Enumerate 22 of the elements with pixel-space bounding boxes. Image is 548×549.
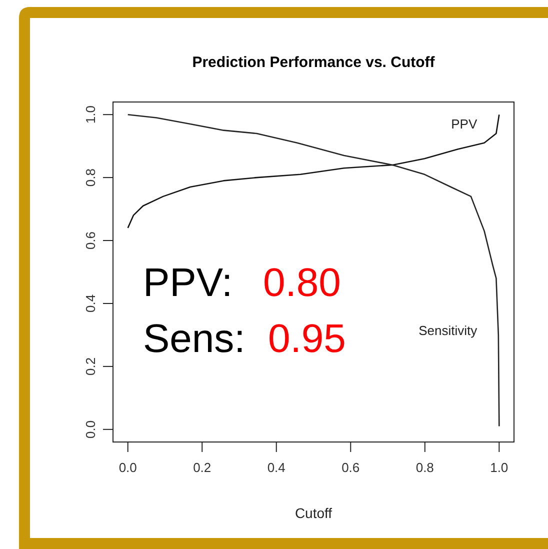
line-series (127, 114, 500, 427)
annotation: 0.80 (263, 261, 341, 305)
x-tick-label: 1.0 (490, 460, 508, 475)
x-axis-title: Cutoff (294, 505, 332, 521)
annotation: 0.95 (268, 317, 346, 361)
x-tick-label: 0.2 (193, 460, 212, 475)
y-tick-label: 0.2 (83, 357, 98, 376)
x-tick-label: 0.4 (267, 460, 286, 475)
x-tick-label: 0.0 (118, 460, 137, 475)
y-tick-label: 0.0 (83, 420, 98, 438)
chart-title: Prediction Performance vs. Cutoff (192, 54, 436, 71)
series-label: Sensitivity (418, 322, 478, 338)
annotation: Sens: (143, 317, 246, 361)
y-tick-label: 1.0 (83, 106, 98, 124)
x-tick-label: 0.8 (416, 460, 434, 475)
x-tick-label: 0.6 (342, 460, 360, 475)
y-tick-label: 0.4 (83, 294, 98, 313)
y-tick-label: 0.6 (83, 231, 98, 250)
annotation: PPV: (143, 261, 233, 305)
line-series (127, 114, 500, 229)
y-tick-label: 0.8 (83, 168, 98, 187)
series-label: PPV (451, 116, 478, 132)
